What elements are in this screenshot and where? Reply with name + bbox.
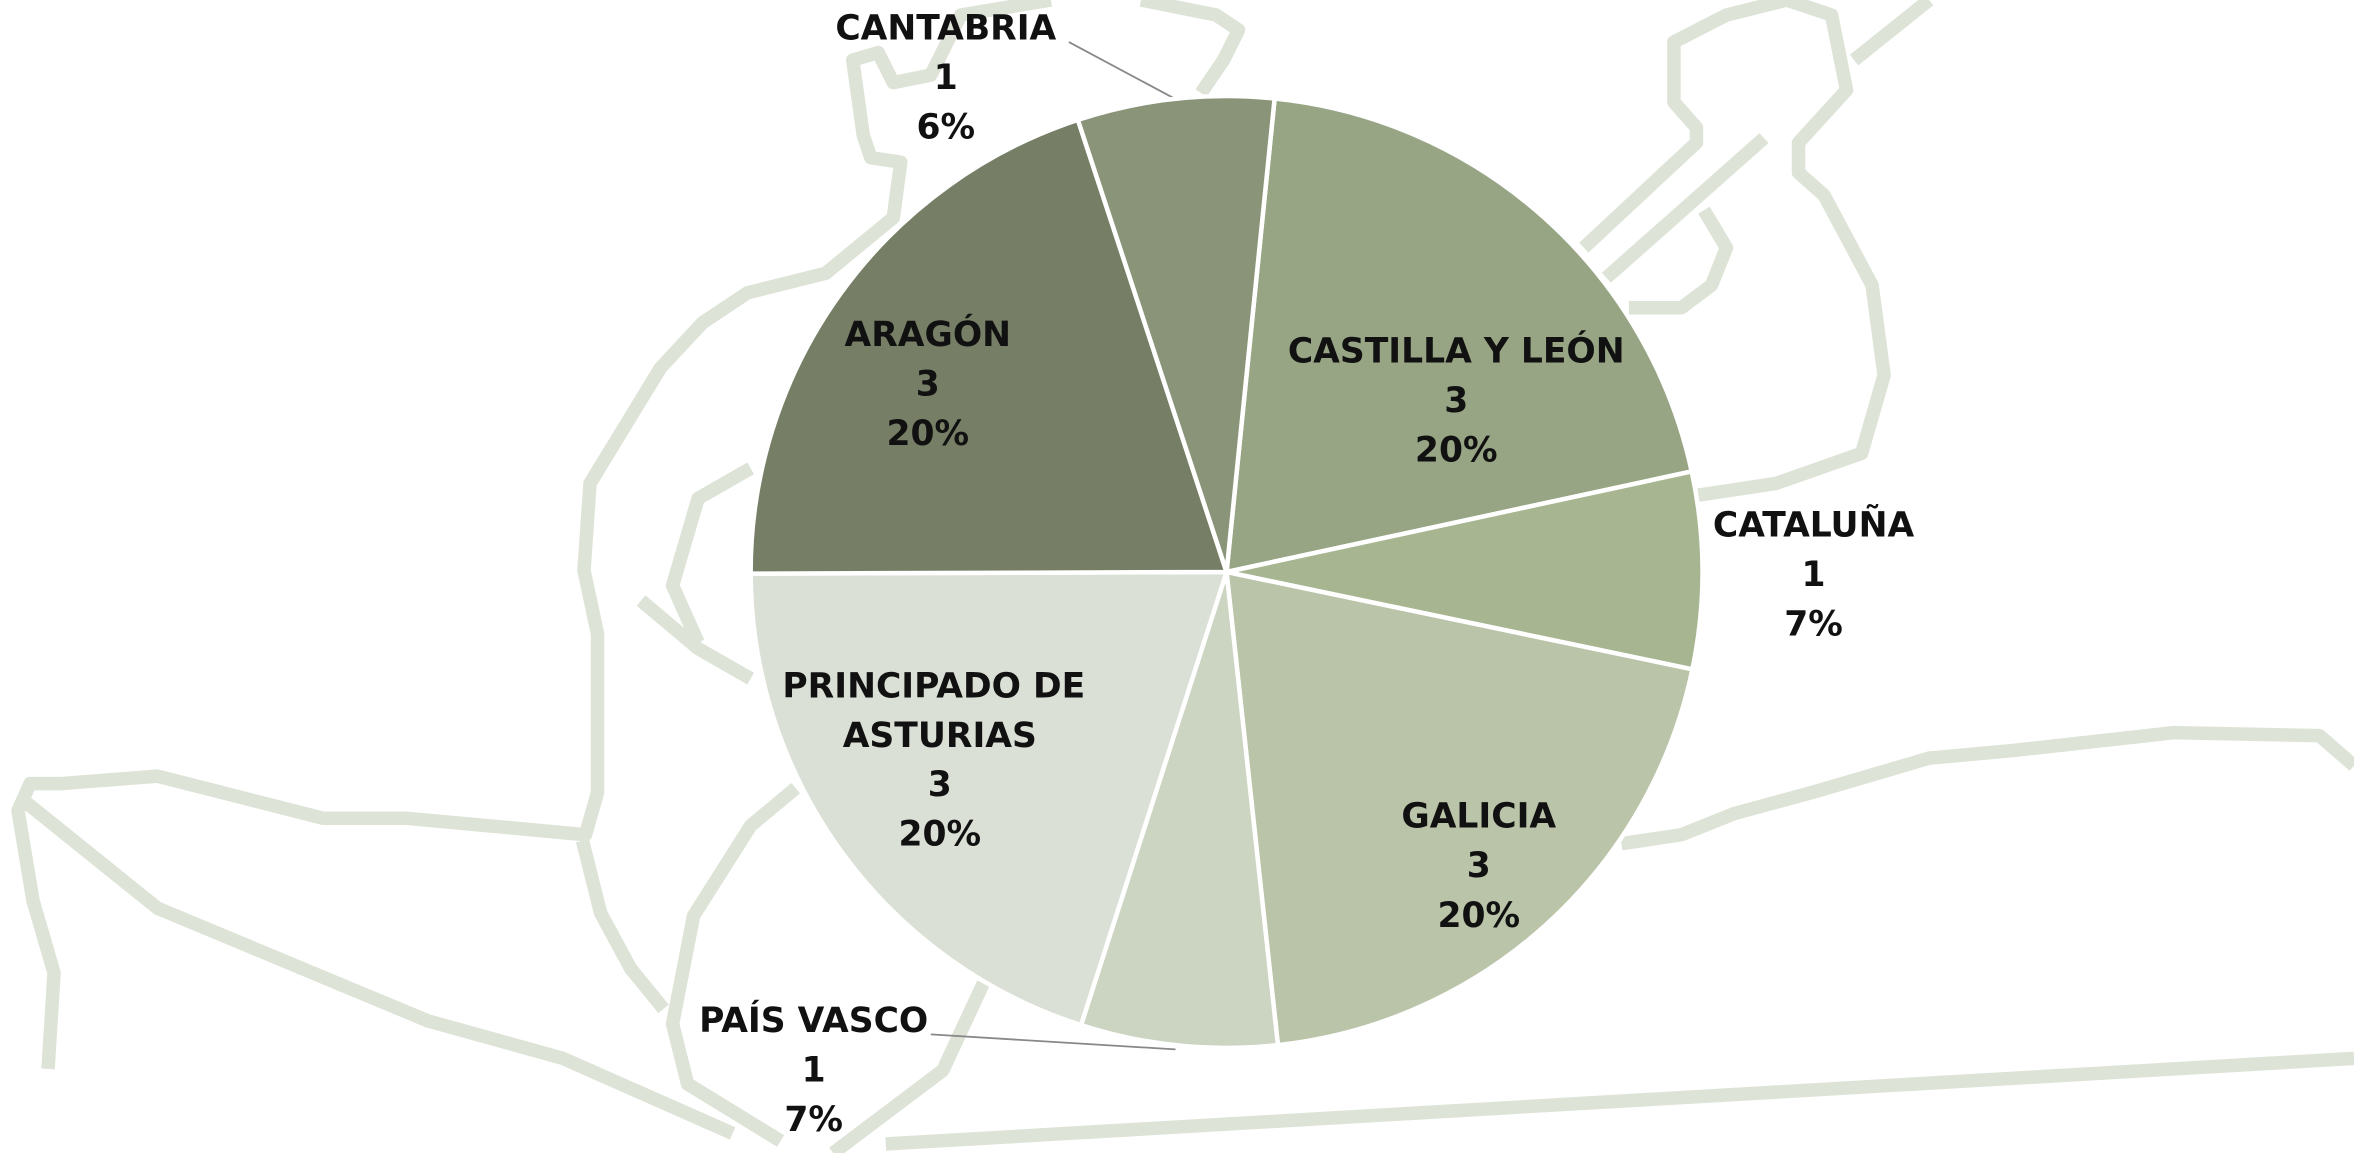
slice-label-percent: 7%: [784, 1100, 843, 1140]
slice-label-percent: 20%: [898, 815, 981, 855]
slice-label-percent: 20%: [1437, 896, 1520, 936]
slice-label-percent: 7%: [1784, 605, 1843, 645]
slice-label-percent: 20%: [886, 414, 969, 454]
slice-label-name: ARAGÓN: [845, 314, 1012, 355]
slice-label-percent: 6%: [916, 108, 975, 148]
slice-label-value: 3: [916, 364, 940, 404]
slice-label-value: 1: [1802, 555, 1826, 595]
slice-label-value: 1: [802, 1050, 826, 1090]
slice-label-value: 1: [934, 58, 958, 98]
slice-label-value: 3: [1467, 846, 1491, 886]
page: CASTILLA Y LEÓN 3 20% CATALUÑA 1 7% GALICIA 3 20…: [0, 0, 2354, 1153]
slice-label-name: GALICIA: [1401, 797, 1556, 837]
slice-label-value: 3: [1444, 381, 1468, 421]
slice-label-name: CATALUÑA: [1713, 504, 1915, 545]
slice-label-value: 3: [928, 765, 952, 805]
slice-label-name: PAÍS VASCO: [699, 1000, 928, 1041]
chart: CASTILLA Y LEÓN 3 20% CATALUÑA 1 7% GALICIA 3 20…: [0, 0, 2354, 1153]
leader-line: [1069, 42, 1176, 99]
slice-label-name: CANTABRIA: [835, 9, 1056, 49]
slice-label-name: CASTILLA Y LEÓN: [1288, 330, 1625, 371]
slice-label-percent: 20%: [1415, 430, 1498, 470]
